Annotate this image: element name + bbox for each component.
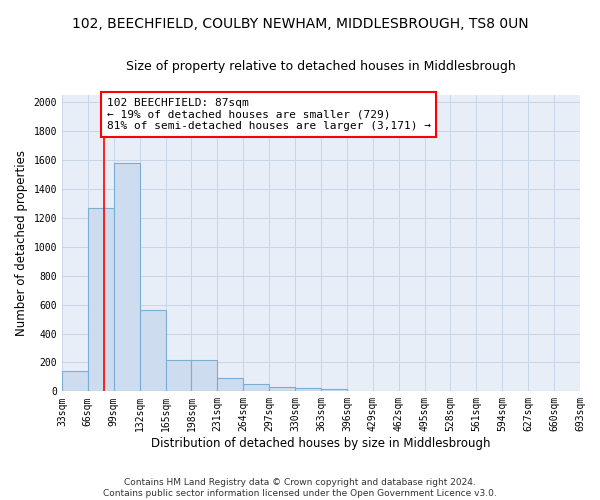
Bar xyxy=(166,360,191,392)
Text: 102 BEECHFIELD: 87sqm
← 19% of detached houses are smaller (729)
81% of semi-det: 102 BEECHFIELD: 87sqm ← 19% of detached … xyxy=(107,98,431,131)
Bar xyxy=(217,378,243,392)
Text: 102, BEECHFIELD, COULBY NEWHAM, MIDDLESBROUGH, TS8 0UN: 102, BEECHFIELD, COULBY NEWHAM, MIDDLESB… xyxy=(71,18,529,32)
Bar xyxy=(191,360,217,392)
Title: Size of property relative to detached houses in Middlesbrough: Size of property relative to detached ho… xyxy=(126,60,516,73)
Bar xyxy=(62,371,88,392)
Bar xyxy=(88,208,114,392)
Bar xyxy=(295,388,321,392)
Bar xyxy=(114,163,140,392)
Text: Contains HM Land Registry data © Crown copyright and database right 2024.
Contai: Contains HM Land Registry data © Crown c… xyxy=(103,478,497,498)
Y-axis label: Number of detached properties: Number of detached properties xyxy=(15,150,28,336)
X-axis label: Distribution of detached houses by size in Middlesbrough: Distribution of detached houses by size … xyxy=(151,437,491,450)
Bar xyxy=(321,389,347,392)
Bar xyxy=(243,384,269,392)
Bar xyxy=(269,387,295,392)
Bar xyxy=(140,310,166,392)
